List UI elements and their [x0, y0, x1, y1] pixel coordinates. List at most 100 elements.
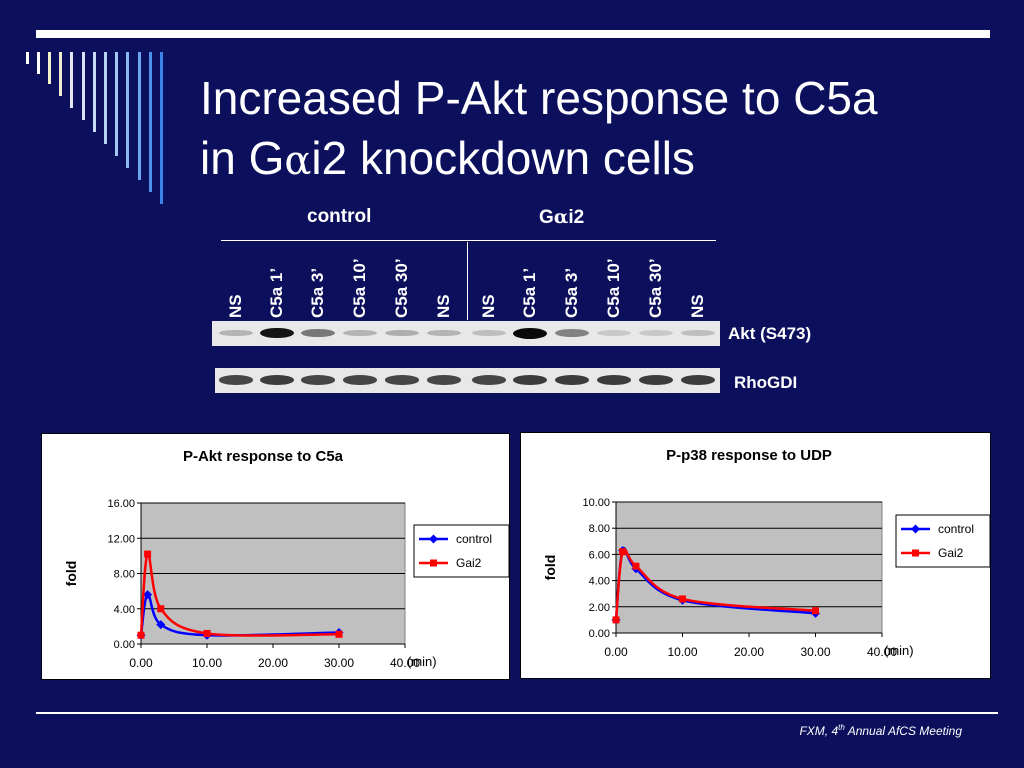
title-line-1: Increased P-Akt response to C5a: [200, 72, 878, 124]
akt-blot-label: Akt (S473): [728, 324, 812, 343]
group-separator: [467, 242, 468, 320]
rhogdi-blot-label: RhoGDI: [734, 373, 798, 392]
legend-label: control: [456, 532, 492, 546]
lane-label-text: C5a 10’: [350, 258, 369, 318]
blot-band: [681, 375, 715, 385]
x-tick-label: 0.00: [604, 645, 628, 659]
blot-band: [513, 375, 547, 385]
lane-label: NS: [224, 252, 248, 318]
y-tick-label: 6.00: [589, 549, 610, 561]
y-axis-label: fold: [542, 555, 558, 581]
blot-band: [597, 375, 631, 385]
legend-label: Gai2: [456, 556, 482, 570]
legend-marker: [429, 534, 438, 544]
blot-band: [219, 329, 253, 337]
blot-band: [343, 329, 377, 337]
chart-panel-p38: P-p38 response to UDP 0.00 2.00 4.00 6.00 8.0…: [520, 432, 991, 679]
data-point-Gai2: [619, 548, 627, 556]
y-tick-label: 0.00: [589, 628, 610, 640]
lane-label-text: NS: [226, 294, 245, 318]
blot-band: [555, 329, 589, 337]
legend-label: control: [938, 522, 974, 536]
blot-band: [385, 329, 419, 337]
akt-blot-image: [212, 321, 720, 346]
lane-label: NS: [477, 252, 501, 318]
title-line-2-post: i2 knockdown cells: [311, 132, 695, 184]
x-axis-label: (min): [407, 654, 437, 669]
legend-marker: [430, 559, 437, 567]
lane-label: C5a 10’: [348, 252, 372, 318]
lane-label-text: NS: [434, 294, 453, 318]
blot-band: [260, 327, 294, 339]
y-tick-label: 10.00: [582, 497, 610, 509]
blot-band: [513, 327, 547, 339]
footer-rest: Annual AfCS Meeting: [844, 724, 962, 738]
lane-label-text: NS: [688, 294, 707, 318]
lane-label-text: C5a 3’: [562, 267, 581, 318]
group-divider-line: [221, 240, 716, 241]
data-point-Gai2: [632, 562, 640, 570]
data-point-Gai2: [679, 595, 686, 603]
y-tick-label: 4.00: [589, 576, 610, 588]
group-label-gai2-post: i2: [568, 207, 585, 228]
chart-akt: P-Akt response to C5a 0.00 4.00 8.00 12.00 16…: [63, 448, 510, 670]
lane-label: C5a 3’: [306, 252, 330, 318]
data-point-Gai2: [137, 631, 145, 639]
x-tick-label: 20.00: [734, 645, 764, 659]
blot-band: [597, 329, 631, 337]
legend-marker: [912, 549, 919, 557]
chart-title: P-p38 response to UDP: [666, 447, 832, 464]
blot-band: [639, 375, 673, 385]
lane-label: C5a 1’: [265, 252, 289, 318]
blot-band: [681, 329, 715, 337]
blot-band: [301, 328, 335, 338]
footer-rule: [36, 712, 998, 714]
title-line-2-pre: in G: [200, 132, 285, 184]
alpha-symbol: α: [284, 138, 312, 184]
chart-p38: P-p38 response to UDP 0.00 2.00 4.00 6.00 8.0…: [542, 447, 991, 659]
chart-title: P-Akt response to C5a: [183, 448, 344, 465]
lane-label-text: C5a 10’: [604, 258, 623, 318]
x-tick-label: 30.00: [324, 656, 354, 670]
blot-band: [472, 329, 506, 337]
data-point-control: [143, 590, 153, 600]
top-rule: [36, 30, 990, 38]
group-label-control: control: [307, 206, 372, 227]
lane-label: C5a 30’: [390, 252, 414, 318]
y-tick-label: 0.00: [114, 639, 135, 651]
group-label-gai2: Gαi2: [539, 206, 584, 229]
blot-band: [555, 375, 589, 385]
title-line-2: in Gαi2 knockdown cells: [200, 128, 878, 191]
lane-label-text: C5a 1’: [520, 267, 539, 318]
footer-superscript: th: [838, 723, 845, 732]
y-tick-label: 8.00: [114, 569, 135, 581]
lane-label-text: C5a 3’: [308, 267, 327, 318]
footer-main: FXM, 4: [799, 724, 839, 738]
legend-label: Gai2: [938, 546, 964, 560]
x-tick-label: 30.00: [800, 645, 830, 659]
data-point-control: [156, 620, 166, 630]
y-tick-label: 12.00: [107, 533, 135, 545]
blot-band: [219, 375, 253, 385]
x-tick-label: 10.00: [192, 656, 222, 670]
x-tick-label: 20.00: [258, 656, 288, 670]
y-tick-label: 8.00: [589, 523, 610, 535]
data-point-Gai2: [144, 550, 152, 558]
x-tick-label: 0.00: [129, 656, 153, 670]
y-axis-label: fold: [63, 561, 79, 587]
x-axis-label: (min): [884, 643, 914, 658]
legend-marker: [911, 524, 920, 534]
lane-label: C5a 30’: [644, 252, 668, 318]
lane-label-text: NS: [479, 294, 498, 318]
lane-label-text: C5a 1’: [267, 267, 286, 318]
blot-band: [427, 329, 461, 337]
data-point-Gai2: [612, 616, 620, 624]
blot-band: [260, 375, 294, 385]
chart-panel-akt: P-Akt response to C5a 0.00 4.00 8.00 12.00 16…: [41, 433, 510, 680]
y-tick-label: 2.00: [589, 602, 610, 614]
slide-title: Increased P-Akt response to C5a in Gαi2 …: [200, 68, 878, 191]
group-label-gai2-pre: G: [539, 207, 554, 228]
x-tick-label: 10.00: [667, 645, 697, 659]
x-tick-label: 40.00: [867, 645, 897, 659]
lane-label: C5a 3’: [560, 252, 584, 318]
